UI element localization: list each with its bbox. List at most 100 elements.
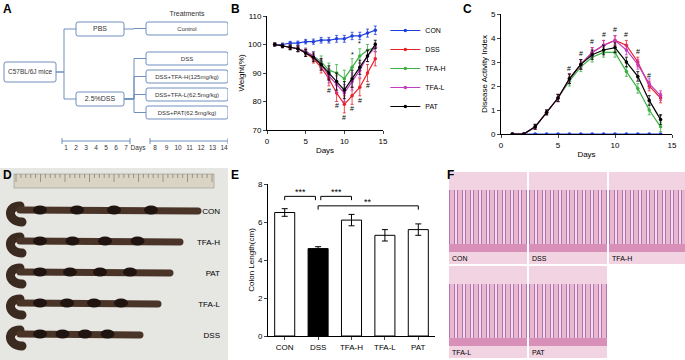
svg-text:PAT: PAT (206, 269, 220, 278)
svg-text:6: 6 (114, 144, 118, 151)
svg-text:4: 4 (94, 144, 98, 151)
svg-text:TFA-L: TFA-L (198, 300, 220, 309)
svg-text:CON: CON (425, 27, 441, 34)
svg-text:#: # (647, 72, 651, 79)
svg-text:#: # (335, 102, 339, 109)
svg-text:#: # (590, 38, 594, 45)
svg-text:2: 2 (258, 294, 263, 303)
svg-text:Days: Days (316, 146, 334, 155)
svg-text:110: 110 (249, 12, 262, 21)
svg-text:DSS+TFA-L(62.5mg/kg): DSS+TFA-L(62.5mg/kg) (155, 92, 219, 98)
svg-text:5: 5 (104, 144, 108, 151)
svg-text:10: 10 (611, 141, 620, 150)
svg-text:0: 0 (491, 130, 496, 139)
svg-text:#: # (602, 31, 606, 38)
svg-text:#: # (624, 31, 628, 38)
svg-text:Days: Days (131, 144, 147, 152)
svg-text:6: 6 (258, 218, 263, 227)
svg-text:#: # (327, 87, 331, 94)
svg-text:Disease Activity Index: Disease Activity Index (480, 35, 489, 113)
svg-text:DSS: DSS (425, 46, 440, 53)
svg-text:TFA-H: TFA-H (340, 343, 363, 352)
svg-text:*: * (648, 97, 651, 104)
svg-text:Weight(%): Weight(%) (237, 54, 246, 92)
svg-text:1: 1 (491, 106, 496, 115)
svg-text:DSS+TFA-H(125mg/kg): DSS+TFA-H(125mg/kg) (155, 74, 219, 80)
svg-text:DSS+PAT(62.5mg/kg): DSS+PAT(62.5mg/kg) (158, 110, 217, 116)
svg-text:12: 12 (197, 144, 205, 151)
svg-text:3: 3 (84, 144, 88, 151)
svg-text:#: # (366, 82, 370, 89)
svg-text:*: * (625, 60, 628, 67)
svg-text:*: * (659, 113, 662, 120)
svg-text:0: 0 (258, 332, 263, 341)
svg-text:#: # (636, 48, 640, 55)
svg-text:#: # (579, 50, 583, 57)
svg-text:TFA-H: TFA-H (197, 238, 220, 247)
svg-text:TFA-H: TFA-H (425, 65, 445, 72)
svg-text:*: * (636, 75, 639, 82)
svg-text:8: 8 (258, 180, 263, 189)
svg-text:*: * (351, 51, 354, 58)
svg-text:9: 9 (165, 144, 169, 151)
svg-text:1: 1 (64, 144, 68, 151)
svg-text:#: # (342, 114, 346, 121)
svg-text:PAT: PAT (411, 343, 425, 352)
svg-text:4: 4 (258, 256, 263, 265)
svg-text:8: 8 (153, 144, 157, 151)
svg-text:PBS: PBS (93, 25, 107, 32)
svg-text:#: # (350, 105, 354, 112)
html-text:A: A (3, 2, 12, 16)
svg-text:Treatments: Treatments (169, 10, 205, 17)
svg-text:2.5%DSS: 2.5%DSS (85, 95, 116, 102)
svg-text:5: 5 (491, 10, 496, 19)
svg-text:5: 5 (303, 137, 308, 146)
svg-text:*: * (358, 40, 361, 47)
svg-text:7: 7 (124, 144, 128, 151)
svg-text:2: 2 (74, 144, 78, 151)
svg-text:CON: CON (452, 255, 468, 262)
svg-text:Colon Length(cm): Colon Length(cm) (247, 228, 256, 292)
html-text:B: B (231, 2, 240, 16)
svg-text:14: 14 (220, 144, 228, 151)
svg-text:DSS: DSS (181, 56, 193, 62)
svg-text:100: 100 (248, 40, 262, 49)
svg-text:0: 0 (499, 141, 504, 150)
svg-text:15: 15 (668, 141, 677, 150)
svg-text:PAT: PAT (425, 103, 438, 110)
html-text:C: C (463, 2, 472, 16)
svg-text:TFA-L: TFA-L (425, 84, 444, 91)
html-text:D: D (3, 168, 12, 182)
svg-text:Control: Control (177, 26, 196, 32)
svg-text:TFA-L: TFA-L (452, 349, 471, 356)
svg-text:13: 13 (209, 144, 217, 151)
svg-text:2: 2 (491, 82, 496, 91)
svg-text:10: 10 (340, 137, 349, 146)
svg-text:0: 0 (265, 137, 270, 146)
svg-text:3: 3 (491, 58, 496, 67)
svg-text:***: *** (331, 187, 342, 197)
svg-text:DSS: DSS (532, 255, 547, 262)
svg-text:#: # (613, 26, 617, 33)
svg-text:CON: CON (202, 207, 220, 216)
svg-text:***: *** (295, 187, 306, 197)
svg-text:90: 90 (252, 69, 261, 78)
svg-text:TFA-H: TFA-H (612, 255, 632, 262)
svg-text:10: 10 (174, 144, 182, 151)
svg-text:#: # (567, 65, 571, 72)
svg-text:80: 80 (252, 97, 261, 106)
svg-text:DSS: DSS (310, 343, 326, 352)
svg-text:11: 11 (186, 144, 193, 151)
svg-text:C57BL/6J mice: C57BL/6J mice (8, 68, 52, 75)
svg-text:5: 5 (556, 141, 561, 150)
svg-text:TFA-L: TFA-L (374, 343, 396, 352)
svg-text:DSS: DSS (204, 331, 220, 340)
svg-text:4: 4 (491, 34, 496, 43)
svg-text:PAT: PAT (532, 349, 545, 356)
svg-text:15: 15 (379, 137, 388, 146)
svg-text:Days: Days (577, 150, 595, 159)
svg-text:#: # (358, 97, 362, 104)
svg-text:CON: CON (276, 343, 294, 352)
svg-text:70: 70 (252, 126, 261, 135)
svg-text:**: ** (364, 197, 372, 207)
